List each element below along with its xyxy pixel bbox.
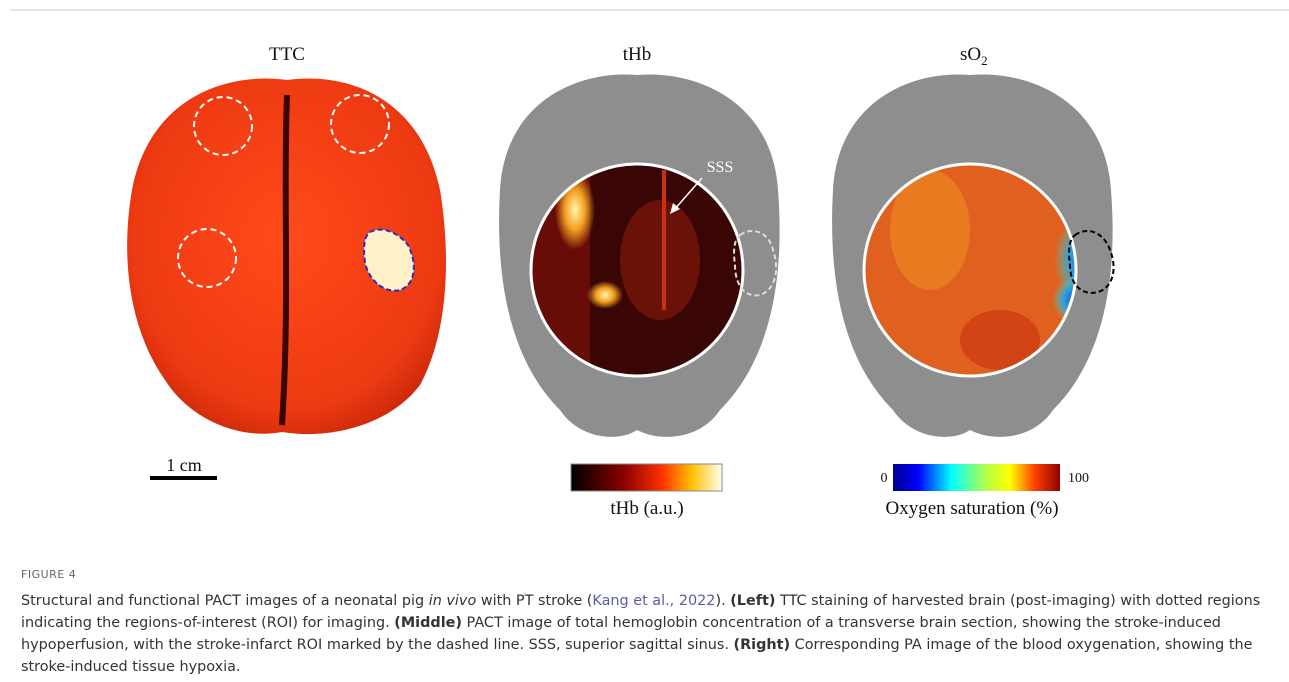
title-subscript: 2: [981, 53, 988, 68]
caption-bold: (Middle): [394, 615, 462, 631]
colorbar-min: 0: [881, 471, 888, 486]
caption-text: Structural and functional PACT images of…: [21, 593, 429, 609]
caption-bold: (Right): [734, 637, 791, 653]
caption-text: with PT stroke (: [476, 593, 592, 609]
colorbar-label: Oxygen saturation (%): [885, 498, 1058, 519]
page: TTC 1 cm SSS tHb tHb (a.u.) sO2 0 100 Ox…: [0, 0, 1289, 682]
panel-title: tHb: [623, 44, 652, 65]
citation-link[interactable]: Kang et al., 2022: [592, 593, 715, 609]
panel-title: TTC: [269, 44, 305, 65]
title-text: sO: [960, 44, 981, 65]
caption-italic: in vivo: [429, 593, 477, 609]
caption: Structural and functional PACT images of…: [21, 590, 1261, 678]
colorbar: [571, 464, 722, 491]
scale-label: 1 cm: [166, 455, 202, 475]
panel-title: sO2: [960, 44, 988, 68]
colorbar: [893, 464, 1060, 491]
figure-image: TTC 1 cm SSS tHb tHb (a.u.) sO2 0 100 Ox…: [0, 0, 1289, 560]
annotation: SSS: [707, 159, 734, 176]
colorbar-max: 100: [1068, 471, 1089, 486]
figure-label: FIGURE 4: [21, 568, 76, 581]
caption-text: ).: [715, 593, 730, 609]
colorbar-label: tHb (a.u.): [610, 498, 683, 519]
caption-bold: (Left): [730, 593, 775, 609]
